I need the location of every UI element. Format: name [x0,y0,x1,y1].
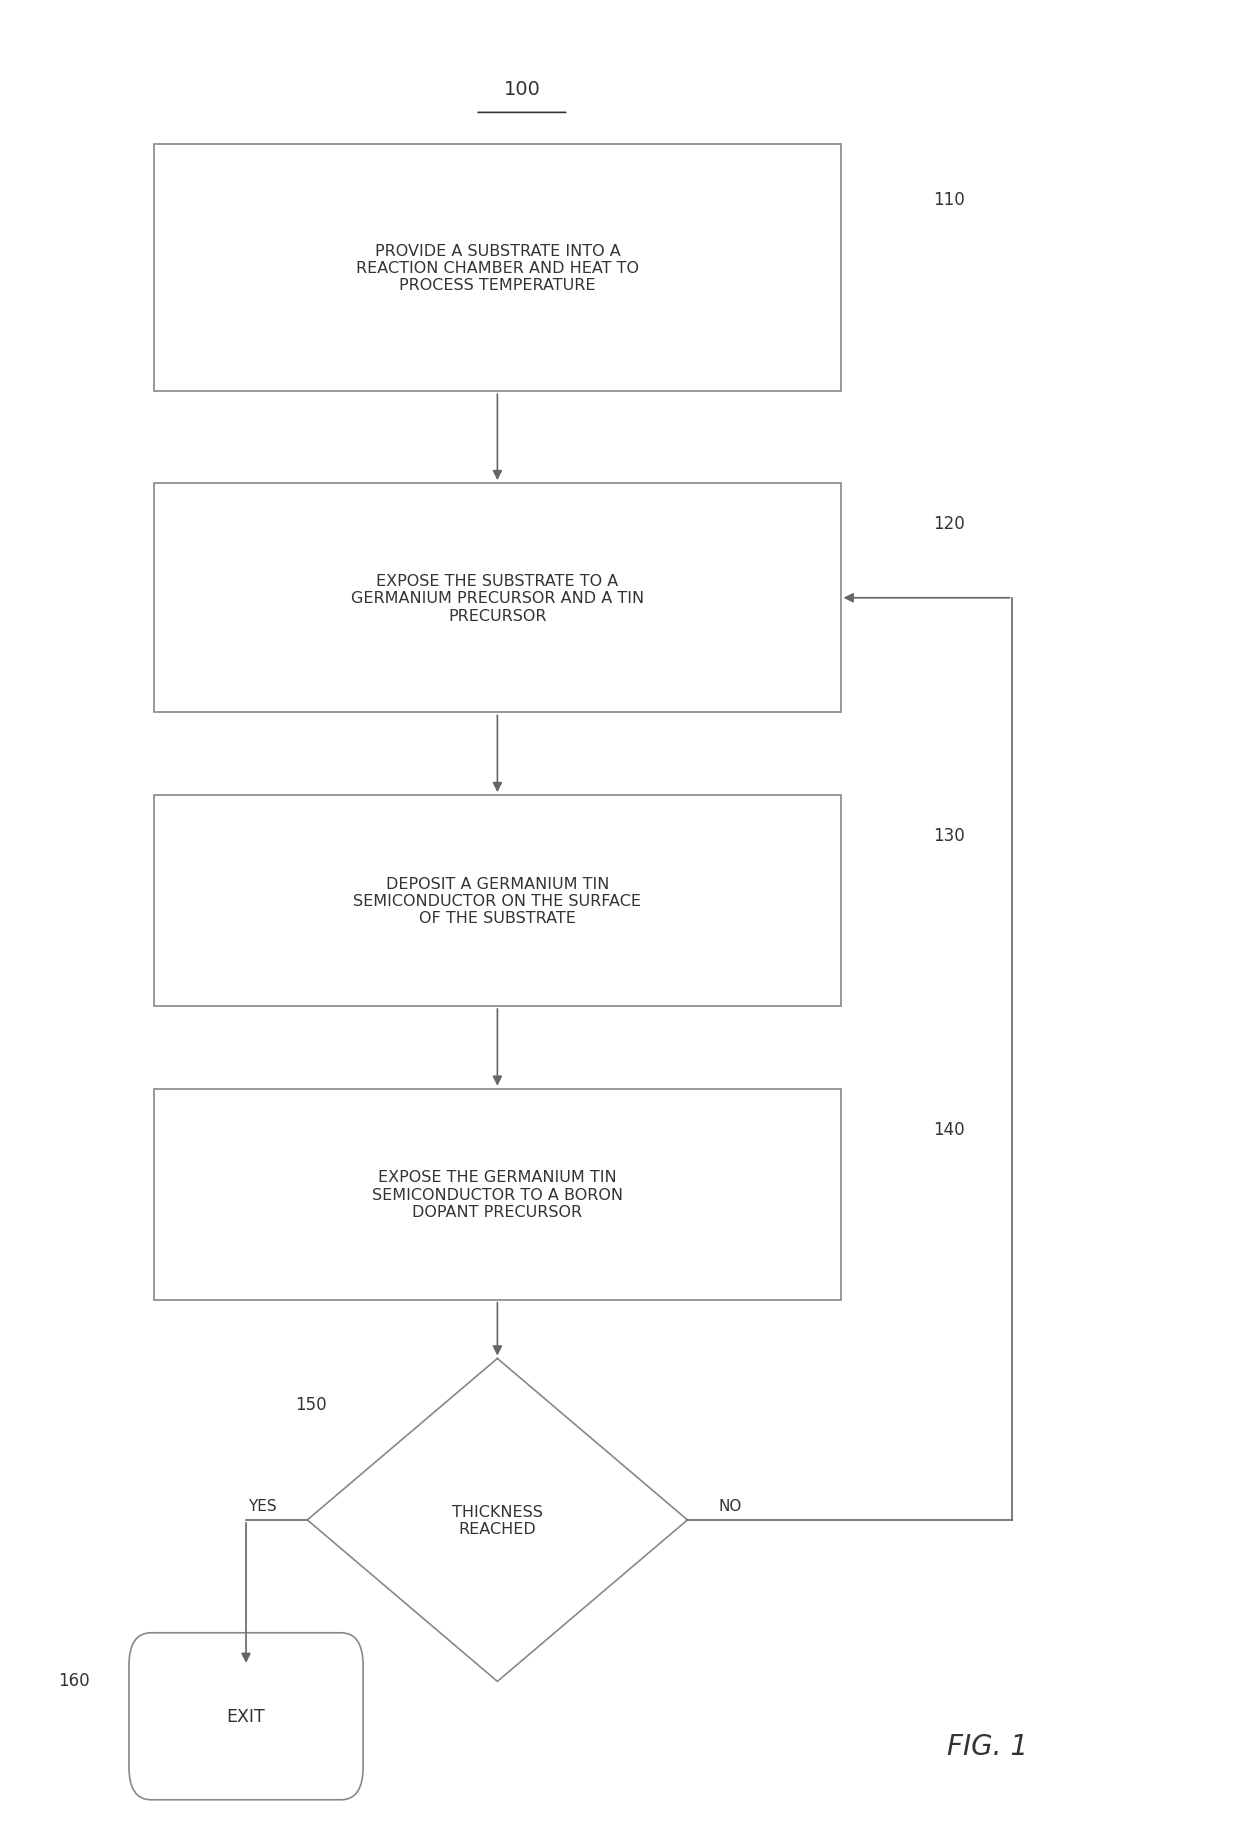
FancyBboxPatch shape [154,484,841,713]
FancyBboxPatch shape [129,1634,363,1800]
Text: EXIT: EXIT [227,1708,265,1726]
FancyBboxPatch shape [154,796,841,1007]
Text: PROVIDE A SUBSTRATE INTO A
REACTION CHAMBER AND HEAT TO
PROCESS TEMPERATURE: PROVIDE A SUBSTRATE INTO A REACTION CHAM… [356,244,639,294]
Text: 130: 130 [932,826,965,845]
Text: THICKNESS
REACHED: THICKNESS REACHED [451,1504,543,1536]
FancyBboxPatch shape [154,1088,841,1299]
Text: 120: 120 [932,516,965,534]
Text: EXPOSE THE SUBSTRATE TO A
GERMANIUM PRECURSOR AND A TIN
PRECURSOR: EXPOSE THE SUBSTRATE TO A GERMANIUM PREC… [351,573,644,623]
Polygon shape [308,1358,687,1682]
FancyBboxPatch shape [154,144,841,392]
Text: 140: 140 [932,1120,965,1138]
Text: DEPOSIT A GERMANIUM TIN
SEMICONDUCTOR ON THE SURFACE
OF THE SUBSTRATE: DEPOSIT A GERMANIUM TIN SEMICONDUCTOR ON… [353,876,641,926]
Text: 150: 150 [295,1395,327,1414]
Text: EXPOSE THE GERMANIUM TIN
SEMICONDUCTOR TO A BORON
DOPANT PRECURSOR: EXPOSE THE GERMANIUM TIN SEMICONDUCTOR T… [372,1170,622,1220]
Text: FIG. 1: FIG. 1 [947,1732,1028,1759]
Text: NO: NO [718,1499,742,1514]
Text: 100: 100 [503,79,541,100]
Text: YES: YES [248,1499,277,1514]
Text: 160: 160 [58,1671,91,1689]
Text: 110: 110 [932,190,965,209]
